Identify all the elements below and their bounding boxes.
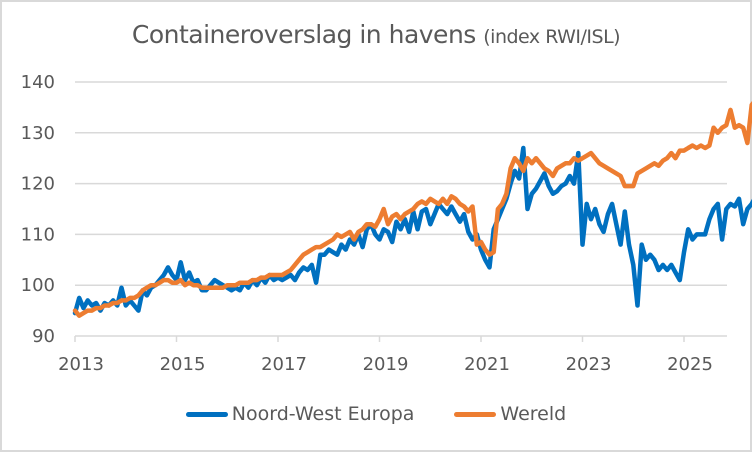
chart-subtitle: (index RWI/ISL)	[483, 26, 621, 48]
x-tick-label: 2023	[566, 354, 612, 375]
y-tick-label: 110	[21, 224, 55, 245]
y-tick-label: 100	[21, 275, 55, 296]
x-tick-label: 2019	[363, 354, 409, 375]
y-tick-label: 130	[21, 123, 55, 144]
y-tick-label: 120	[21, 174, 55, 195]
x-tick-label: 2017	[261, 354, 307, 375]
x-tick-label: 2025	[667, 354, 713, 375]
legend-item-wereld: Wereld	[454, 403, 566, 425]
chart-title-main: Containeroverslag in havens	[131, 20, 476, 49]
legend-label-noord-west-europa: Noord-West Europa	[231, 403, 415, 425]
legend-swatch-wereld	[454, 411, 497, 417]
x-axis: 2013 2015 2017 2019 2021 2023 2025	[58, 335, 727, 375]
x-tick-label: 2013	[58, 354, 104, 375]
legend: Noord-West Europa Wereld	[0, 403, 752, 425]
series-line-noord-west-europa	[72, 145, 752, 316]
x-tick-label: 2015	[160, 354, 206, 375]
y-axis-ticks: 90 100 110 120 130 140	[21, 72, 55, 347]
series-lines	[72, 100, 752, 318]
legend-item-noord-west-europa: Noord-West Europa	[185, 403, 415, 425]
legend-swatch-noord-west-europa	[185, 411, 228, 417]
x-tick-label: 2021	[464, 354, 510, 375]
legend-label-wereld: Wereld	[500, 403, 567, 425]
y-tick-label: 140	[21, 72, 55, 93]
chart-title: Containeroverslag in havens (index RWI/I…	[0, 20, 752, 49]
series-line-wereld	[72, 100, 752, 318]
gridlines	[75, 81, 727, 286]
y-tick-label: 90	[32, 326, 55, 347]
